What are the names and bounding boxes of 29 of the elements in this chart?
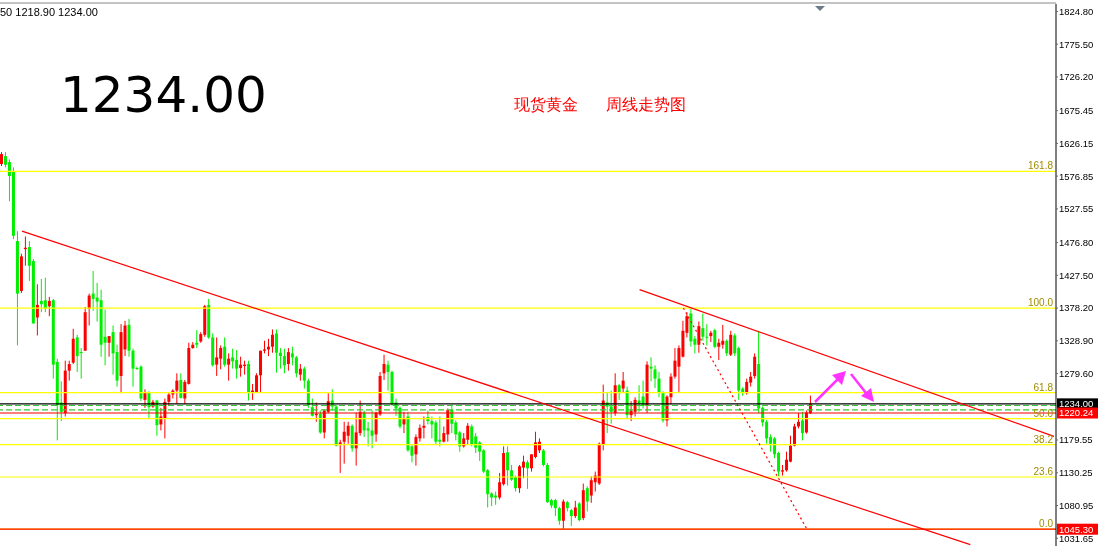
- annotation: 1234.00: [60, 66, 267, 124]
- annotation: 50 1218.90 1234.00: [0, 6, 98, 18]
- annotation: 100.0: [1027, 297, 1054, 309]
- annotation: 23.6: [1033, 465, 1054, 477]
- annotation: 61.8: [1033, 381, 1054, 393]
- ref-line-label: 1045.30: [1059, 523, 1094, 535]
- annotation: 0.0: [1039, 518, 1054, 530]
- y-tick-label: 1527.55: [1059, 203, 1094, 215]
- annotation: 161.8: [1027, 160, 1054, 172]
- y-tick-label: 1576.85: [1059, 170, 1094, 182]
- text: 现货黄金 周线走势图: [513, 95, 687, 116]
- ref-line-label: 1234.00: [1059, 398, 1094, 410]
- y-tick-label: 1476.80: [1059, 236, 1094, 248]
- y-tick-label: 1031.65: [1059, 532, 1094, 544]
- y-tick-label: 1130.25: [1059, 467, 1093, 479]
- y-tick-label: 1328.90: [1059, 335, 1094, 347]
- y-tick-label: 1775.50: [1059, 38, 1094, 50]
- y-tick-label: 1279.60: [1059, 367, 1094, 379]
- annotation: 38.2: [1033, 433, 1054, 445]
- y-tick-label: 1378.20: [1059, 302, 1094, 314]
- y-tick-label: 1179.55: [1059, 434, 1093, 446]
- y-tick-label: 1626.15: [1059, 137, 1094, 149]
- y-tick-label: 1427.50: [1059, 269, 1094, 281]
- y-tick-label: 1726.20: [1059, 71, 1094, 83]
- y-tick-label: 1675.45: [1059, 105, 1094, 117]
- annotation: 50.0: [1033, 407, 1054, 419]
- ref-line-label: 1220.24: [1059, 407, 1094, 419]
- y-tick-label: 1080.95: [1059, 499, 1094, 511]
- y-tick-label: 1824.80: [1059, 5, 1094, 17]
